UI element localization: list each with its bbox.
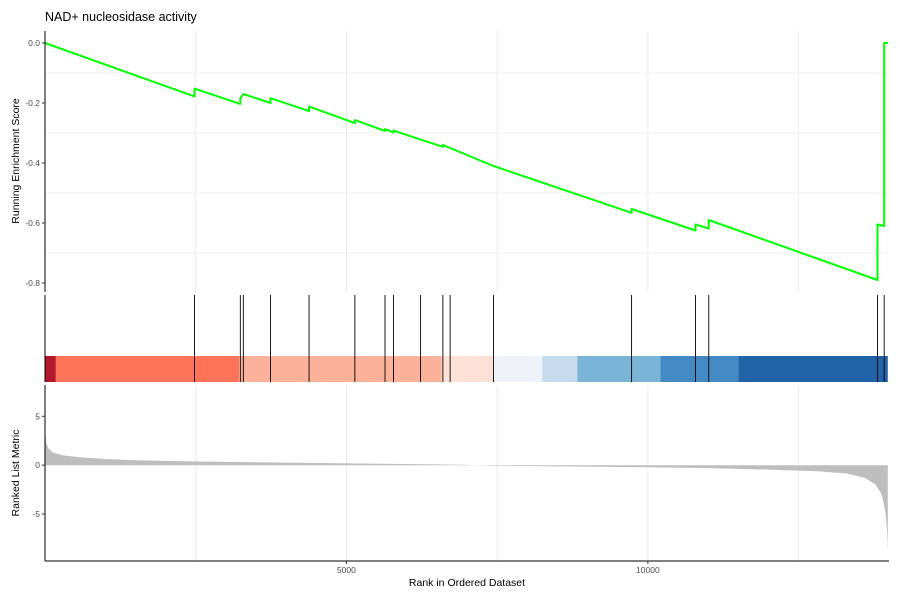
x-axis-label: Rank in Ordered Dataset [409, 577, 525, 589]
x-tick-label-0: 5000 [337, 565, 356, 575]
y-tick-label-score-3: -0.6 [25, 218, 40, 228]
y-tick-label-metric-1: 0 [35, 460, 40, 470]
y-axis-label-running-score: Running Enrichment Score [10, 98, 22, 224]
x-tick-label-1: 10000 [636, 565, 660, 575]
rank-color-bar [45, 356, 888, 382]
color-bar-segment-6 [577, 356, 661, 382]
color-bar-segment-7 [660, 356, 739, 382]
ranked-metric-area [45, 432, 888, 552]
color-bar-segment-3 [441, 356, 494, 382]
y-tick-label-metric-2: -5 [32, 509, 40, 519]
color-bar-segment-1 [55, 356, 240, 382]
color-bar-segment-4 [493, 356, 543, 382]
y-tick-label-score-0: 0.0 [28, 38, 40, 48]
chart-title: NAD+ nucleosidase activity [45, 10, 198, 24]
gridlines [45, 31, 889, 561]
y-axis-label-ranked-metric: Ranked List Metric [10, 430, 22, 517]
running-score-line [44, 42, 888, 281]
gene-hit-marks [194, 295, 885, 382]
y-tick-label-score-1: -0.2 [25, 98, 40, 108]
color-bar-segment-8 [738, 356, 888, 382]
color-bar-segment-2 [239, 356, 442, 382]
axes [44, 31, 889, 562]
color-bar-segment-0 [45, 356, 56, 382]
y-tick-label-metric-0: 5 [35, 411, 40, 421]
tick-labels: 0.0 -0.2 -0.4 -0.6 -0.8 5 0 -5 5000 10000 [25, 38, 660, 575]
y-tick-label-score-2: -0.4 [25, 158, 40, 168]
color-bar-segment-5 [542, 356, 578, 382]
running-score-panel [44, 42, 888, 281]
ranked-metric-panel [45, 432, 888, 552]
y-tick-label-score-4: -0.8 [25, 278, 40, 288]
